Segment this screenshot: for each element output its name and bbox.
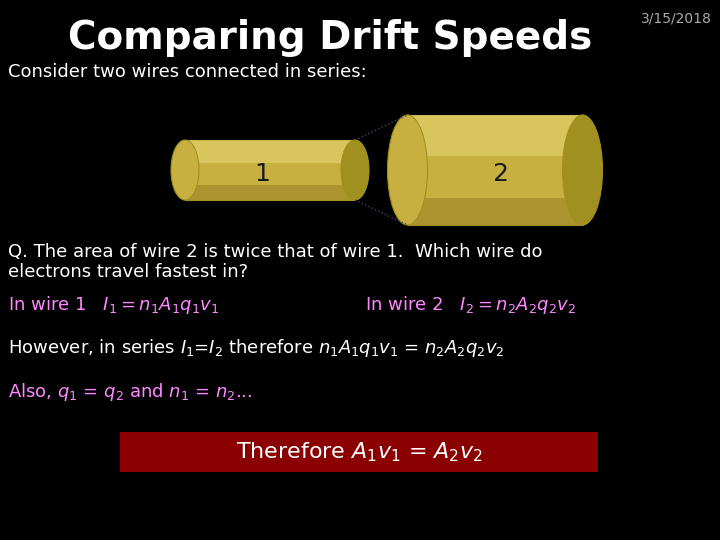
Text: electrons travel fastest in?: electrons travel fastest in?	[8, 263, 248, 281]
Text: In wire 2   $I_2 = n_2A_2q_2v_2$: In wire 2 $I_2 = n_2A_2q_2v_2$	[365, 294, 576, 316]
Text: 2: 2	[492, 162, 508, 186]
Polygon shape	[408, 115, 582, 225]
Polygon shape	[185, 140, 355, 163]
Text: In wire 1   $I_1 = n_1A_1q_1v_1$: In wire 1 $I_1 = n_1A_1q_1v_1$	[8, 294, 219, 316]
Text: 1: 1	[254, 162, 270, 186]
Ellipse shape	[387, 115, 428, 225]
Polygon shape	[185, 140, 355, 200]
Text: However, in series $I_1$=$I_2$ therefore $n_1A_1q_1v_1$ = $n_2A_2q_2v_2$: However, in series $I_1$=$I_2$ therefore…	[8, 337, 505, 359]
Text: Therefore $A_1v_1$ = $A_2v_2$: Therefore $A_1v_1$ = $A_2v_2$	[235, 440, 482, 464]
Text: Q. The area of wire 2 is twice that of wire 1.  Which wire do: Q. The area of wire 2 is twice that of w…	[8, 243, 542, 261]
Polygon shape	[185, 185, 355, 200]
Ellipse shape	[341, 140, 369, 200]
Text: Comparing Drift Speeds: Comparing Drift Speeds	[68, 19, 592, 57]
Text: Also, $q_1$ = $q_2$ and $n_1$ = $n_2$...: Also, $q_1$ = $q_2$ and $n_1$ = $n_2$...	[8, 381, 253, 403]
Polygon shape	[408, 115, 582, 156]
Text: Consider two wires connected in series:: Consider two wires connected in series:	[8, 63, 366, 81]
Polygon shape	[408, 198, 582, 225]
FancyBboxPatch shape	[120, 432, 598, 472]
Ellipse shape	[562, 115, 603, 225]
Ellipse shape	[171, 140, 199, 200]
Text: 3/15/2018: 3/15/2018	[641, 12, 712, 26]
